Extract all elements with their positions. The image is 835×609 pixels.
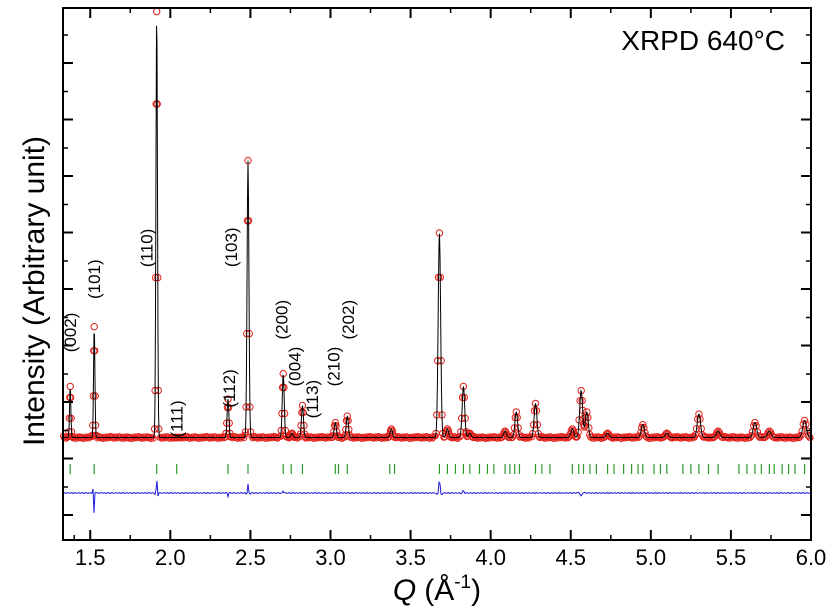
x-tick-label: 5.5 (716, 545, 747, 570)
observed-point (531, 399, 540, 408)
observed-point (641, 429, 649, 437)
x-tick-label: 3.5 (395, 545, 426, 570)
bragg-reflection-ticks (69, 464, 806, 474)
observed-point (528, 433, 536, 441)
x-axis-unit-close: ) (471, 574, 481, 607)
observed-point (799, 420, 807, 428)
observed-point (501, 427, 509, 435)
x-tick-label: 2.5 (235, 545, 266, 570)
observed-point (798, 427, 806, 435)
observed-point (512, 408, 520, 416)
observed-point (716, 431, 725, 439)
peak-label: (112) (220, 369, 239, 407)
observed-point (343, 412, 351, 420)
x-tick-label: 5.0 (636, 545, 667, 570)
peak-label: (202) (339, 300, 358, 340)
observed-point (572, 433, 581, 441)
peak-label: (200) (273, 300, 292, 340)
x-tick-label: 3.0 (315, 545, 346, 570)
peak-label: (004) (285, 347, 304, 387)
observed-point (90, 323, 98, 331)
observed-point (751, 418, 759, 427)
observed-point (153, 7, 161, 16)
peak-label: (103) (222, 227, 241, 267)
peak-label: (210) (325, 347, 344, 387)
observed-point (695, 410, 703, 418)
peak-label: (110) (137, 229, 156, 267)
calculated-profile (63, 25, 811, 438)
observed-point (640, 423, 648, 432)
observed-point (764, 428, 772, 437)
y-axis-label: Intensity (Arbitrary unit) (18, 136, 51, 446)
observed-point (747, 432, 755, 440)
observed-point (606, 432, 614, 440)
observed-point (66, 382, 74, 391)
x-axis-symbol: Q (393, 574, 416, 607)
observed-point (583, 408, 591, 416)
x-tick-label: 4.0 (475, 545, 506, 570)
x-axis-label: Q (Å-1) (393, 572, 481, 607)
observed-point (800, 416, 809, 425)
observed-point (331, 418, 339, 427)
observed-point (456, 432, 464, 441)
observed-point (797, 431, 805, 440)
observed-point (802, 420, 810, 428)
axis-ticks: 1.5 2.0 2.5 3.0 3.5 4.0 4.5 5.0 5.5 6.0 (63, 8, 826, 570)
chart-annotation: XRPD 640°C (621, 25, 785, 56)
observed-point (665, 432, 673, 440)
peak-label: (002) (61, 313, 80, 353)
observed-point (714, 427, 722, 435)
x-axis-unit-exponent: -1 (454, 572, 471, 593)
observed-point (446, 432, 454, 441)
observed-point (768, 431, 776, 439)
plot-area: (002) (101) (110) (111) (112) (103) (200) (004)… (59, 7, 814, 513)
observed-point (454, 435, 461, 442)
observed-point (750, 422, 758, 430)
peak-label: (101) (85, 259, 104, 299)
peak-label: (111) (168, 400, 187, 437)
observed-point (535, 433, 543, 441)
difference-curve (62, 480, 812, 513)
observed-point (637, 429, 645, 437)
observed-series (59, 7, 814, 443)
plot-frame (62, 7, 812, 541)
observed-point (226, 433, 235, 441)
observed-point (805, 433, 814, 441)
observed-point (329, 432, 337, 440)
x-axis-unit: (Å (424, 574, 454, 607)
observed-point (642, 432, 650, 440)
x-tick-label: 6.0 (796, 545, 827, 570)
observed-point (390, 432, 398, 441)
observed-point (573, 432, 581, 441)
observed-point (301, 433, 309, 441)
x-tick-label: 2.0 (155, 545, 186, 570)
peak-label: (113) (303, 380, 322, 418)
x-tick-label: 4.5 (555, 545, 586, 570)
observed-point (765, 427, 774, 435)
x-tick-label: 1.5 (75, 545, 106, 570)
